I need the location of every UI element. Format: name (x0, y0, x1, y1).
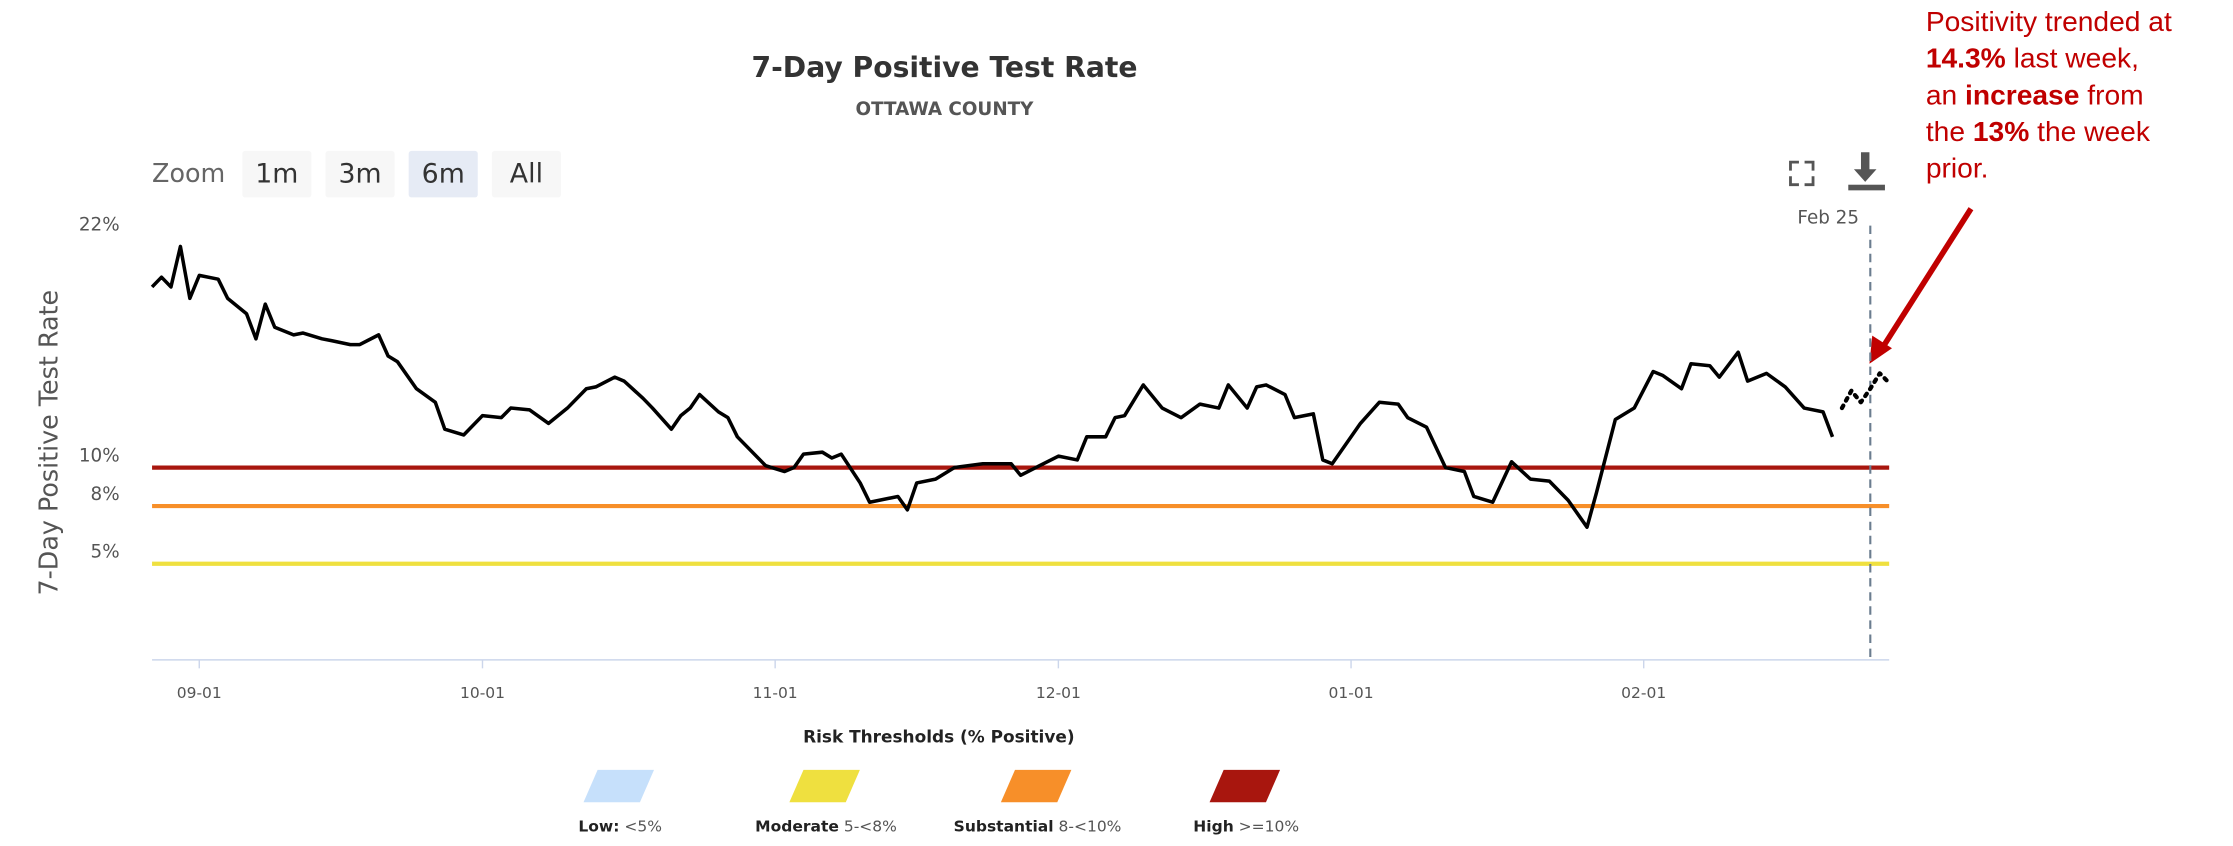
annotation-line: an increase from (1926, 79, 2144, 111)
zoom-button-label: 1m (255, 158, 298, 189)
annotation-text: increase (1965, 79, 2079, 111)
chart-title: 7-Day Positive Test Rate (752, 51, 1138, 84)
series-line (1839, 371, 1892, 411)
legend-title: Risk Thresholds (% Positive) (803, 726, 1074, 746)
legend-swatch (1000, 769, 1072, 803)
annotation-arrowhead (1869, 335, 1892, 364)
legend-swatch (583, 769, 655, 803)
annotation-line: 14.3% last week, (1926, 42, 2139, 74)
legend-range: >=10% (1239, 817, 1299, 835)
annotation-line: the 13% the week (1926, 115, 2151, 147)
series-line (150, 244, 1835, 529)
annotation-text: 14.3% (1926, 42, 2006, 74)
legend-label: Low: <5% (578, 817, 662, 835)
x-tick-label: 01-01 (1329, 684, 1374, 702)
legend-label: Moderate 5-<8% (755, 817, 897, 835)
annotation-text: prior. (1926, 152, 1989, 184)
legend-name: Substantial (954, 817, 1054, 835)
annotation-text: an (1926, 79, 1965, 111)
annotation-text: Positivity trended at (1926, 5, 2172, 37)
zoom-label: Zoom (152, 158, 225, 188)
x-tick-label: 12-01 (1036, 684, 1081, 702)
zoom-button[interactable]: 1m (242, 150, 312, 198)
zoom-button-bg (325, 150, 395, 198)
annotation-text: the (1926, 115, 1973, 147)
annotation-line: Positivity trended at (1926, 5, 2172, 37)
y-tick-label: 8% (91, 484, 120, 505)
fullscreen-icon[interactable] (1789, 160, 1815, 187)
annotation-text: last week, (2006, 42, 2139, 74)
legend-range: 5-<8% (844, 817, 897, 835)
annotation-text: the week (2029, 115, 2151, 147)
x-tick-label: 02-01 (1621, 684, 1666, 702)
annotation-arrow (1879, 207, 1974, 350)
legend-name: Low: (578, 817, 619, 835)
y-axis-label: 7-Day Positive Test Rate (34, 290, 64, 596)
annotation-line: prior. (1926, 152, 1989, 184)
chart-subtitle: OTTAWA COUNTY (856, 99, 1035, 120)
fullscreen-glyph (1789, 160, 1815, 187)
legend-name: High (1193, 817, 1233, 835)
zoom-button-label: 3m (338, 158, 381, 189)
zoom-button-bg (242, 150, 312, 198)
download-arrow (1853, 152, 1877, 182)
zoom-button[interactable]: 3m (325, 150, 395, 198)
legend-name: Moderate (755, 817, 839, 835)
y-tick-label: 10% (79, 445, 120, 466)
legend-label: High >=10% (1193, 817, 1299, 835)
date-marker-label: Feb 25 (1797, 208, 1859, 229)
y-tick-label: 5% (91, 541, 120, 562)
zoom-button-bg (491, 150, 561, 198)
x-tick-label: 11-01 (753, 684, 798, 702)
download-base (1848, 184, 1885, 191)
zoom-button[interactable]: 6m (408, 150, 478, 198)
annotation-text: from (2079, 79, 2143, 111)
annotation-text: 13% (1973, 115, 2029, 147)
legend-label: Substantial 8-<10% (954, 817, 1122, 835)
zoom-button[interactable]: All (491, 150, 561, 198)
legend-range: <5% (624, 817, 662, 835)
legend-range: 8-<10% (1059, 817, 1122, 835)
download-icon[interactable] (1848, 152, 1885, 191)
zoom-button-label: All (510, 158, 543, 189)
legend-swatch (1209, 769, 1281, 803)
legend-swatch (789, 769, 860, 803)
zoom-button-bg (408, 150, 478, 198)
x-tick-label: 09-01 (177, 684, 222, 702)
x-tick-label: 10-01 (460, 684, 505, 702)
zoom-button-label: 6m (422, 158, 465, 189)
y-tick-label: 22% (79, 215, 120, 236)
